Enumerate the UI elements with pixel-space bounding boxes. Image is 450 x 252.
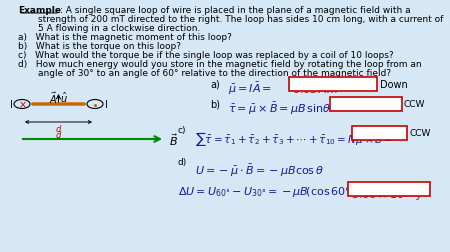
Text: $0.01\,Nm$: $0.01\,Nm$ xyxy=(333,100,380,112)
Text: $3.66\times10^{-3}\,J$: $3.66\times10^{-3}\,J$ xyxy=(351,184,422,203)
Text: $0.1\,Nm$: $0.1\,Nm$ xyxy=(355,129,395,140)
Text: $\hat{u}$: $\hat{u}$ xyxy=(59,90,68,105)
Text: d): d) xyxy=(178,158,187,166)
Text: a)   What is the magnetic moment of this loop?: a) What is the magnetic moment of this l… xyxy=(18,33,232,42)
Text: $\vec{A}$: $\vec{A}$ xyxy=(49,90,58,105)
Text: CCW: CCW xyxy=(404,100,425,109)
Text: I: I xyxy=(9,100,13,110)
Text: I: I xyxy=(104,100,108,110)
Text: d)   How much energy would you store in the magnetic field by rotating the loop : d) How much energy would you store in th… xyxy=(18,60,422,69)
Text: c): c) xyxy=(178,125,186,135)
Text: $0.05\,Am^2$: $0.05\,Am^2$ xyxy=(292,80,344,96)
Text: b)   What is the torque on this loop?: b) What is the torque on this loop? xyxy=(18,42,181,51)
Text: : A single square loop of wire is placed in the plane of a magnetic field with a: : A single square loop of wire is placed… xyxy=(60,6,410,15)
Text: $\sum\bar{\tau}=\bar{\tau}_1+\bar{\tau}_2+\bar{\tau}_3+\cdots+\bar{\tau}_{10}=N\: $\sum\bar{\tau}=\bar{\tau}_1+\bar{\tau}_… xyxy=(195,130,393,147)
Text: Example: Example xyxy=(18,6,61,15)
Text: $\Delta U=U_{60°}-U_{30°}=-\mu B\!\left(\cos60°-\cos30°\right)=$: $\Delta U=U_{60°}-U_{30°}=-\mu B\!\left(… xyxy=(178,184,421,198)
Text: CCW: CCW xyxy=(409,129,430,137)
Text: $U = -\bar{\mu}\cdot\bar{B} = -\mu B\cos\theta$: $U = -\bar{\mu}\cdot\bar{B} = -\mu B\cos… xyxy=(195,162,324,178)
Text: strength of 200 mT directed to the right. The loop has sides 10 cm long, with a : strength of 200 mT directed to the right… xyxy=(38,15,443,24)
Text: 5 A flowing in a clockwise direction.: 5 A flowing in a clockwise direction. xyxy=(38,24,200,33)
Text: b): b) xyxy=(210,100,220,110)
Text: angle of 30° to an angle of 60° relative to the direction of the magnetic field?: angle of 30° to an angle of 60° relative… xyxy=(38,69,391,78)
Text: Down: Down xyxy=(380,80,408,90)
Text: $\times$: $\times$ xyxy=(18,100,27,110)
Text: $\bar{\tau} = \bar{\mu} \times \bar{B} = \mu B\,\mathrm{sin}\theta =$: $\bar{\tau} = \bar{\mu} \times \bar{B} =… xyxy=(228,101,342,117)
Text: d: d xyxy=(56,125,61,134)
Text: $\bullet$: $\bullet$ xyxy=(91,100,99,110)
Text: d: d xyxy=(56,131,61,140)
Text: c)   What would the torque be if the single loop was replaced by a coil of 10 lo: c) What would the torque be if the singl… xyxy=(18,51,394,60)
Text: $\bar{\mu} = I\bar{A} =$: $\bar{\mu} = I\bar{A} =$ xyxy=(228,81,272,97)
Text: a): a) xyxy=(210,80,220,90)
Text: $\vec{B}$: $\vec{B}$ xyxy=(169,132,178,147)
